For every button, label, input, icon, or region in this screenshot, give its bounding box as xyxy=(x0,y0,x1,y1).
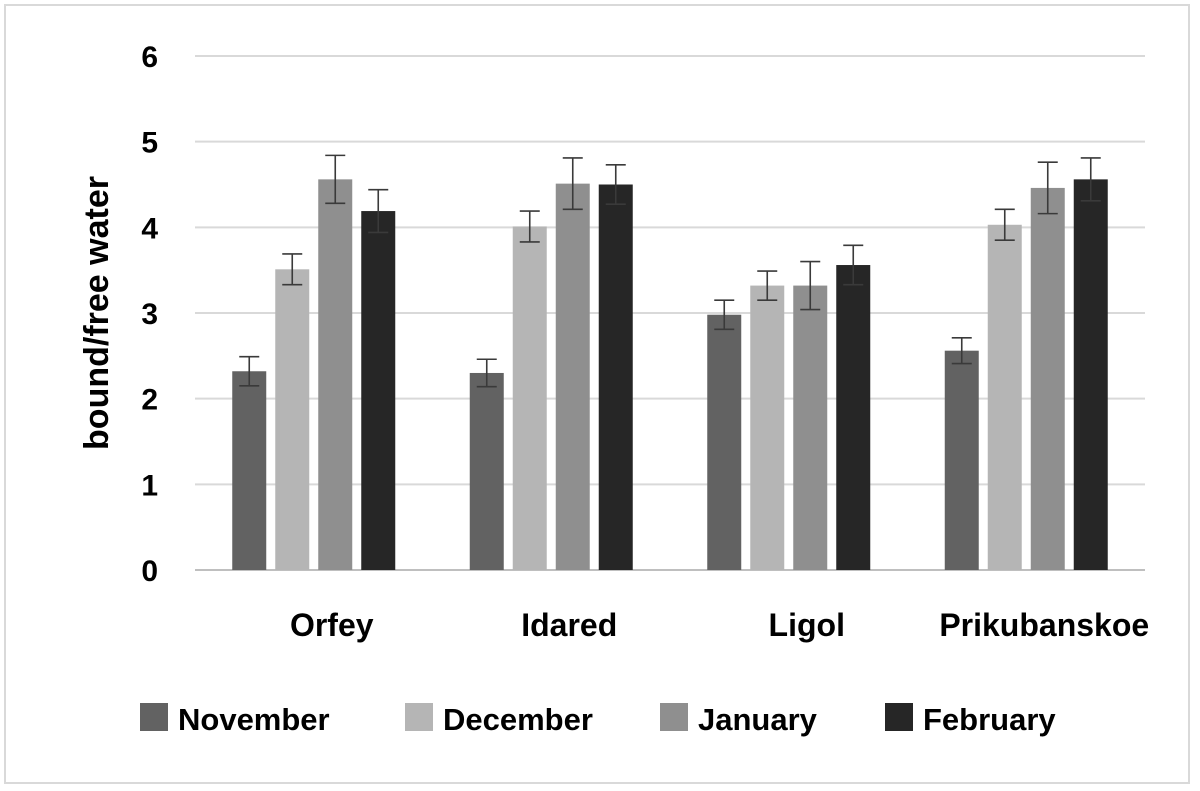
bar xyxy=(836,265,871,570)
legend-swatch xyxy=(885,703,913,731)
bar xyxy=(1073,179,1108,571)
bar xyxy=(987,224,1022,570)
y-tick-label: 2 xyxy=(141,384,158,417)
y-tick-label: 5 xyxy=(141,127,158,160)
bar xyxy=(512,226,547,570)
y-tick-label: 0 xyxy=(141,555,158,588)
bar xyxy=(707,314,742,570)
bar xyxy=(555,183,590,571)
bar xyxy=(793,285,828,570)
x-category-label: Ligol xyxy=(769,607,845,643)
bar xyxy=(275,269,310,570)
bar xyxy=(944,350,979,570)
bar xyxy=(361,211,396,570)
legend-label: December xyxy=(443,702,593,737)
y-axis-title: bound/free water xyxy=(78,176,116,450)
bar xyxy=(1030,187,1065,570)
legend-swatch xyxy=(140,703,168,731)
x-category-label: Prikubanskoe xyxy=(939,607,1149,643)
chart-frame xyxy=(4,4,1190,784)
y-tick-label: 3 xyxy=(141,298,158,331)
bar xyxy=(469,372,504,570)
y-tick-label: 1 xyxy=(141,469,158,502)
bar xyxy=(598,184,633,570)
legend-label: January xyxy=(698,702,818,737)
bar xyxy=(750,285,785,570)
y-tick-label: 4 xyxy=(141,212,158,245)
legend-label: November xyxy=(178,702,330,737)
legend-label: February xyxy=(923,702,1056,737)
legend-swatch xyxy=(660,703,688,731)
bar xyxy=(318,179,353,571)
legend-swatch xyxy=(405,703,433,731)
bar xyxy=(232,371,267,570)
x-category-label: Idared xyxy=(521,607,617,643)
x-category-label: Orfey xyxy=(290,607,374,643)
y-tick-label: 6 xyxy=(141,41,158,74)
